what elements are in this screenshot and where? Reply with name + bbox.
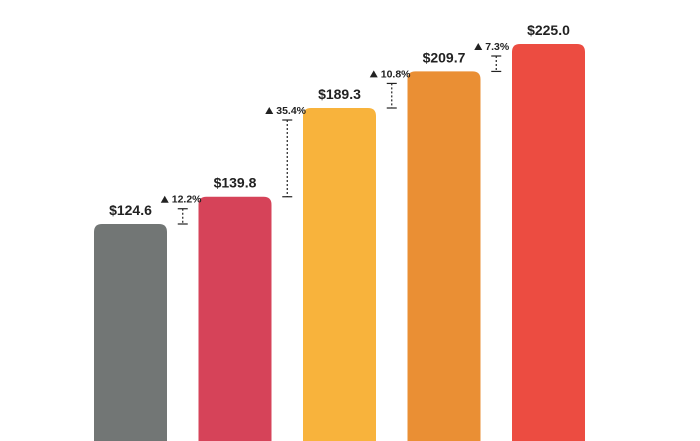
growth-percent-label-2: 35.4% (276, 105, 306, 117)
value-labels-layer: $124.6 $139.8 $189.3 $209.7 $225.0 (109, 22, 570, 218)
growth-percent-label-4: 7.3% (485, 41, 510, 53)
bar-value-label-1: $124.6 (109, 202, 152, 218)
growth-annotation-1: 12.2% (160, 194, 202, 225)
bar-3 (303, 108, 376, 441)
up-triangle-icon (265, 107, 274, 115)
bar-value-label-3: $189.3 (318, 86, 361, 102)
growth-annotation-3: 10.8% (369, 68, 411, 109)
up-triangle-icon (474, 43, 483, 50)
up-triangle-icon (369, 70, 378, 78)
bar-value-label-5: $225.0 (527, 22, 570, 38)
bar-1 (94, 224, 167, 441)
bar-value-label-4: $209.7 (423, 49, 466, 65)
growth-percent-label-3: 10.8% (381, 68, 411, 80)
growth-annotation-2: 35.4% (265, 105, 307, 198)
bar-2 (198, 196, 272, 441)
growth-annotation-4: 7.3% (474, 41, 510, 73)
bars-layer (94, 44, 585, 441)
bar-value-label-2: $139.8 (214, 175, 257, 191)
growth-annotations-layer: 12.2% 35.4% 10.8% 7.3% (160, 41, 510, 225)
bar-4 (407, 71, 481, 441)
up-triangle-icon (160, 195, 169, 203)
bar-5 (512, 44, 585, 441)
growth-percent-label-1: 12.2% (172, 194, 202, 206)
